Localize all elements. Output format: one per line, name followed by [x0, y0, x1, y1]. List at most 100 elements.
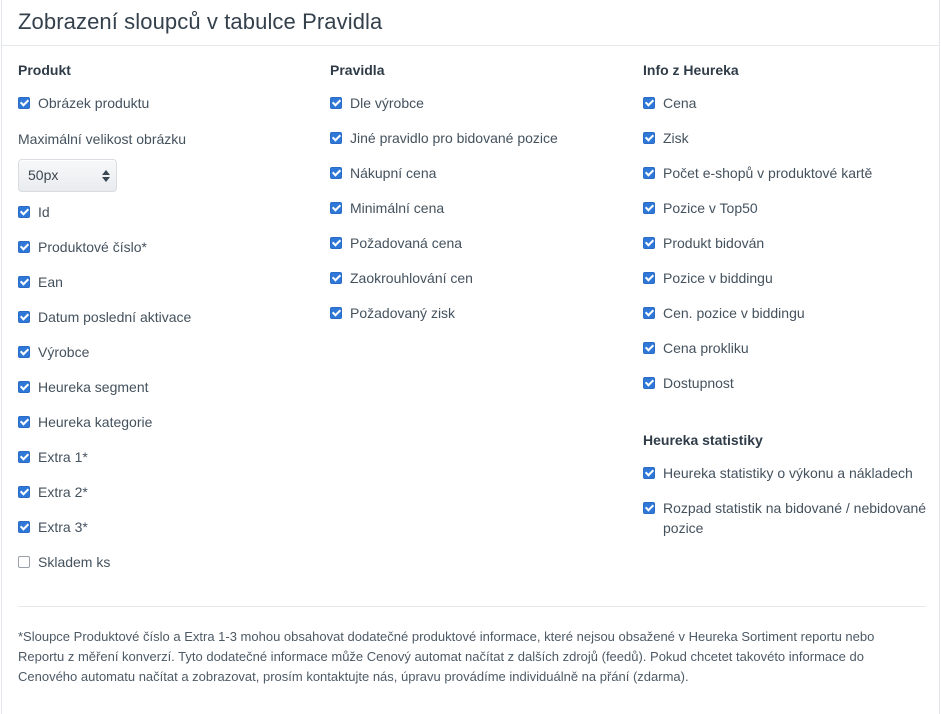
checkbox-label: Produktové číslo* [38, 239, 147, 255]
checkbox-row-rozpad-statistik-na-bidovane-nebidovane-pozice[interactable]: Rozpad statistik na bidované / nebidovan… [643, 498, 933, 538]
checkbox-row-pozadovany-zisk[interactable]: Požadovaný zisk [330, 303, 630, 338]
checkbox-row-vyrobce[interactable]: Výrobce [18, 342, 318, 377]
checkbox[interactable] [643, 237, 655, 249]
checkbox-row-jine-pravidlo-pro-bidovane-pozice[interactable]: Jiné pravidlo pro bidované pozice [330, 128, 630, 163]
footnote: *Sloupce Produktové číslo a Extra 1-3 mo… [18, 629, 875, 684]
checkbox-label: Extra 2* [38, 484, 88, 500]
column-heading-info: Info z Heureka [643, 62, 739, 78]
checkbox[interactable] [18, 97, 30, 109]
checkbox-row-minimalni-cena[interactable]: Minimální cena [330, 198, 630, 233]
checkbox-row-pozadovana-cena[interactable]: Požadovaná cena [330, 233, 630, 268]
checkbox[interactable] [18, 451, 30, 463]
checkbox-label: Zaokrouhlování cen [350, 270, 473, 286]
checkbox-row-extra-1[interactable]: Extra 1* [18, 447, 318, 482]
checkbox-label: Počet e-shopů v produktové kartě [663, 165, 873, 181]
checkbox-row-zisk[interactable]: Zisk [643, 128, 933, 163]
checkbox[interactable] [330, 307, 342, 319]
checkbox-row-skladem-ks[interactable]: Skladem ks [18, 552, 318, 587]
checkbox-row-pozice-v-biddingu[interactable]: Pozice v biddingu [643, 268, 933, 303]
checkbox[interactable] [18, 276, 30, 288]
checkbox-row-heureka-segment[interactable]: Heureka segment [18, 377, 318, 412]
checkbox[interactable] [643, 467, 655, 479]
checkbox-row-nakupni-cena[interactable]: Nákupní cena [330, 163, 630, 198]
checkbox[interactable] [643, 377, 655, 389]
checkbox-row-cena-prokliku[interactable]: Cena prokliku [643, 338, 933, 373]
checkbox[interactable] [643, 132, 655, 144]
checkbox-row-produkt-bidovan[interactable]: Produkt bidován [643, 233, 933, 268]
checkbox[interactable] [643, 202, 655, 214]
select-value: 50px [28, 167, 59, 183]
checkbox[interactable] [643, 272, 655, 284]
checkbox-label: Zisk [663, 130, 689, 146]
checkbox[interactable] [18, 381, 30, 393]
checkbox[interactable] [643, 502, 655, 514]
checkbox[interactable] [18, 206, 30, 218]
checkbox[interactable] [643, 167, 655, 179]
checkbox-row-cena[interactable]: Cena [643, 93, 933, 128]
checkbox-label: Heureka kategorie [38, 414, 153, 430]
checkbox-label: Skladem ks [38, 554, 111, 570]
checkbox-row-obrazek-produktu[interactable]: Obrázek produktu [18, 93, 318, 128]
checkbox-label: Heureka statistiky o výkonu a nákladech [663, 465, 913, 481]
checkbox[interactable] [18, 241, 30, 253]
checkbox[interactable] [18, 311, 30, 323]
checkbox-label: Obrázek produktu [38, 95, 150, 111]
stats-items: Heureka statistiky o výkonu a nákladech R… [643, 463, 933, 538]
checkbox-row-heureka-statistiky-o-vykonu-a-nakladech[interactable]: Heureka statistiky o výkonu a nákladech [643, 463, 933, 498]
checkbox[interactable] [18, 416, 30, 428]
divider [18, 606, 926, 607]
checkbox-label: Požadovaná cena [350, 235, 463, 251]
column-pravidla: Pravidla Dle výrobce Jiné pravidlo pro bi… [330, 60, 630, 338]
checkbox-row-pocet-e-shopu-v-produktove-karte[interactable]: Počet e-shopů v produktové kartě [643, 163, 933, 198]
checkbox[interactable] [18, 346, 30, 358]
checkbox[interactable] [330, 97, 342, 109]
column-heading-produkt: Produkt [18, 62, 71, 78]
checkbox[interactable] [330, 167, 342, 179]
checkbox[interactable] [643, 97, 655, 109]
checkbox-label: Výrobce [38, 344, 90, 360]
checkbox-row-extra-2[interactable]: Extra 2* [18, 482, 318, 517]
checkbox-row-heureka-kategorie[interactable]: Heureka kategorie [18, 412, 318, 447]
checkbox-label: Dostupnost [663, 375, 734, 391]
checkbox[interactable] [643, 342, 655, 354]
max-image-size-label: Maximální velikost obrázku [18, 131, 187, 147]
checkbox-label: Pozice v biddingu [663, 270, 773, 286]
checkbox[interactable] [330, 202, 342, 214]
checkbox[interactable] [18, 556, 30, 568]
checkbox[interactable] [330, 237, 342, 249]
checkbox-label: Cena prokliku [663, 340, 749, 356]
select-arrows-icon [102, 169, 110, 183]
checkbox-label: Rozpad statistik na bidované / nebidovan… [663, 500, 927, 536]
checkbox-label: Minimální cena [350, 200, 445, 216]
checkbox-row-cen-pozice-v-biddingu[interactable]: Cen. pozice v biddingu [643, 303, 933, 338]
checkbox-row-extra-3[interactable]: Extra 3* [18, 517, 318, 552]
checkbox-row-id[interactable]: Id [18, 202, 318, 237]
produkt-items: Id Produktové číslo* Ean Datum poslední akt… [18, 202, 318, 587]
checkbox-label: Heureka segment [38, 379, 149, 395]
checkbox-label: Extra 3* [38, 519, 88, 535]
checkbox-row-pozice-v-top50[interactable]: Pozice v Top50 [643, 198, 933, 233]
checkbox-row-produktove-cislo[interactable]: Produktové číslo* [18, 237, 318, 272]
checkbox-label: Extra 1* [38, 449, 88, 465]
checkbox-row-datum-posledni-aktivace[interactable]: Datum poslední aktivace [18, 307, 318, 342]
page-title: Zobrazení sloupců v tabulce Pravidla [18, 9, 383, 34]
checkbox-label: Datum poslední aktivace [38, 309, 192, 325]
checkbox-row-zaokrouhlovani-cen[interactable]: Zaokrouhlování cen [330, 268, 630, 303]
checkbox-label: Dle výrobce [350, 95, 424, 111]
column-heading-heureka-statistiky: Heureka statistiky [643, 432, 763, 448]
checkbox-label: Cena [663, 95, 697, 111]
checkbox[interactable] [330, 272, 342, 284]
max-image-size-select[interactable]: 50px [18, 159, 117, 192]
checkbox[interactable] [18, 486, 30, 498]
checkbox-row-dle-vyrobce[interactable]: Dle výrobce [330, 93, 630, 128]
checkbox[interactable] [643, 307, 655, 319]
checkbox[interactable] [18, 521, 30, 533]
checkbox-row-ean[interactable]: Ean [18, 272, 318, 307]
checkbox-row-dostupnost[interactable]: Dostupnost [643, 373, 933, 408]
column-info-heureka: Info z Heureka Cena Zisk Počet e-shopů v p… [643, 60, 933, 538]
checkbox-label: Ean [38, 274, 63, 290]
checkbox-label: Cen. pozice v biddingu [663, 305, 805, 321]
checkbox[interactable] [330, 132, 342, 144]
checkbox-label: Produkt bidován [663, 235, 765, 251]
